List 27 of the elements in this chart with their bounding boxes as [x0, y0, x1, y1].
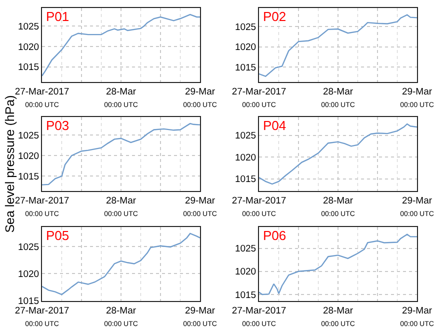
- chart-title: P06: [263, 228, 286, 243]
- line-series: [42, 14, 200, 76]
- y-tick-label: 1025: [234, 244, 256, 255]
- y-tick-label: 1020: [234, 152, 256, 164]
- y-tick-label: 1020: [234, 42, 256, 54]
- y-tick-label: 1020: [234, 266, 256, 278]
- y-tick-label: 1020: [18, 42, 40, 53]
- chart-title: P03: [46, 118, 70, 133]
- y-tick-label: 1025: [234, 22, 256, 33]
- chart-title: P05: [46, 228, 70, 243]
- y-tick-label: 1015: [234, 62, 256, 74]
- chart-title: P04: [263, 118, 286, 133]
- line-series: [42, 232, 200, 296]
- chart-title: P02: [263, 9, 286, 24]
- line-series: [42, 122, 200, 186]
- y-tick-label: 1025: [18, 21, 40, 32]
- y-tick-label: 1020: [18, 268, 40, 280]
- y-tick-label: 1015: [234, 290, 256, 301]
- y-tick-label: 1015: [234, 174, 256, 186]
- y-tick-label: 1025: [234, 130, 256, 142]
- y-tick-label: 1015: [18, 62, 40, 74]
- y-tick-label: 1015: [18, 172, 40, 183]
- y-tick-label: 1020: [18, 150, 40, 162]
- y-tick-label: 1025: [18, 242, 40, 253]
- y-tick-label: 1025: [18, 130, 40, 142]
- chart-title: P01: [46, 9, 70, 24]
- y-tick-label: 1015: [18, 296, 40, 307]
